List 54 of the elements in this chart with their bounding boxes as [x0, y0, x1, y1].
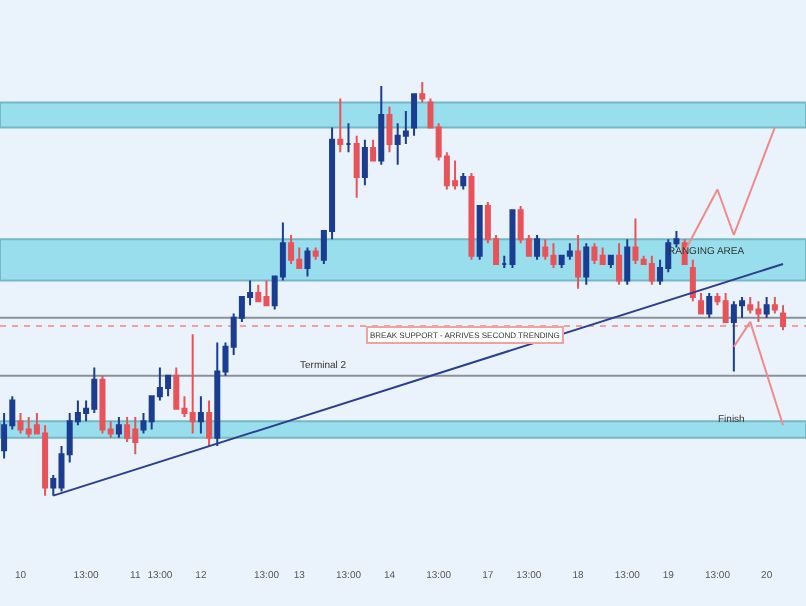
candlestick — [99, 374, 106, 435]
candlestick — [173, 366, 180, 410]
candlestick — [419, 80, 426, 104]
candlestick — [755, 300, 762, 323]
candlestick — [509, 209, 516, 270]
candlestick — [591, 242, 598, 265]
candlestick — [534, 234, 541, 261]
candlestick — [730, 300, 737, 373]
candlestick — [370, 138, 377, 162]
candlestick — [607, 254, 614, 270]
candlestick — [542, 238, 549, 261]
candlestick — [624, 238, 631, 286]
candlestick — [771, 296, 778, 315]
candlestick — [132, 416, 139, 456]
candlestick — [165, 374, 172, 398]
candlestick — [288, 234, 295, 265]
candlestick — [476, 205, 483, 261]
candlestick — [468, 171, 475, 261]
candlestick — [25, 416, 32, 439]
candlestick — [361, 138, 368, 187]
candlestick — [575, 234, 582, 290]
candlestick — [17, 411, 24, 435]
candlestick — [189, 333, 196, 435]
candlestick — [747, 296, 754, 315]
candlestick — [386, 105, 393, 154]
candlestick — [452, 159, 459, 191]
candlestick — [263, 279, 270, 307]
candlestick — [689, 258, 696, 303]
candlestick — [583, 242, 590, 286]
candlestick — [698, 291, 705, 315]
candlestick — [206, 399, 213, 448]
candlestick — [115, 416, 122, 439]
candlestick — [566, 242, 573, 261]
candlestick — [197, 395, 204, 435]
candlestick — [763, 296, 770, 319]
candlestick — [91, 366, 98, 414]
candlestick — [411, 93, 418, 137]
candlestick — [255, 283, 262, 303]
candlestick — [345, 122, 352, 154]
candlestick — [616, 242, 623, 286]
candlestick — [780, 304, 787, 332]
candlestick — [706, 291, 713, 319]
candlestick — [378, 85, 385, 166]
candlestick — [312, 246, 319, 261]
candlestick — [337, 97, 344, 154]
candlestick — [648, 254, 655, 286]
candlestick — [550, 242, 557, 270]
candlestick — [214, 341, 221, 448]
candlestick — [460, 171, 467, 191]
candlestick — [722, 291, 729, 323]
candlestick — [632, 217, 639, 265]
candlestick — [304, 246, 311, 278]
candlestick — [353, 134, 360, 199]
candlestick — [599, 246, 606, 265]
